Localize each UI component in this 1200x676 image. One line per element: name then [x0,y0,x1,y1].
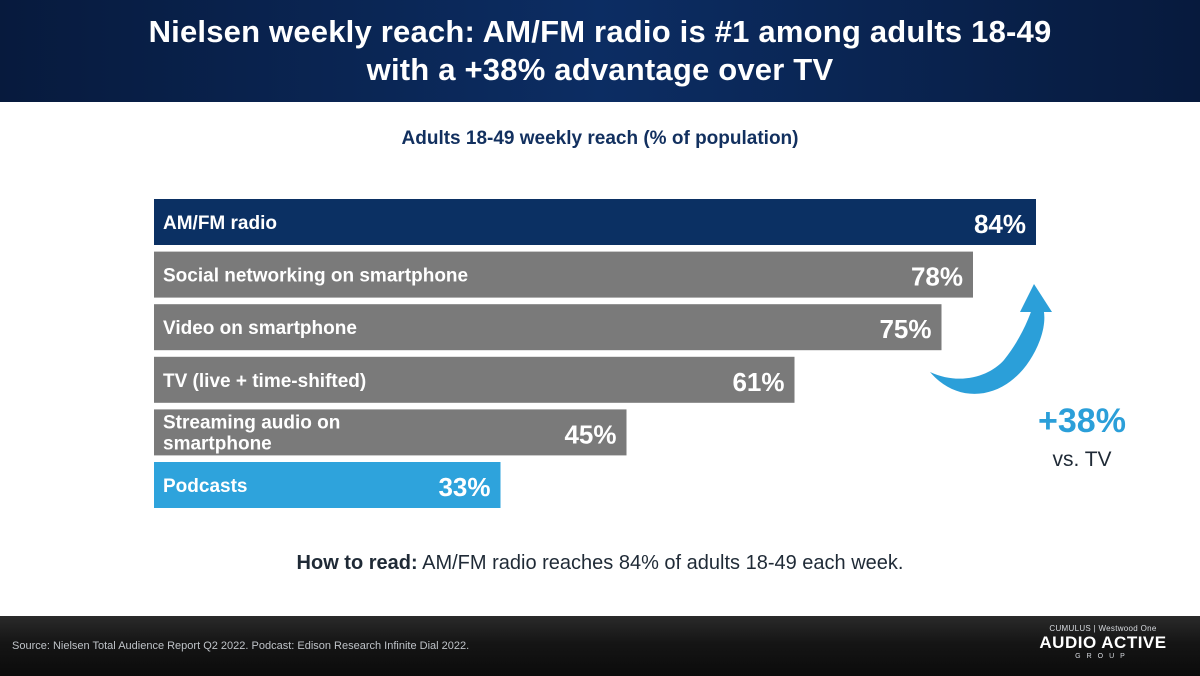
bar-video-on-smartphone [154,304,942,351]
bar-value-tv-live-time-shifted: 61% [732,367,784,397]
curved-arrow-icon [930,296,1045,394]
bar-value-am-fm-radio: 84% [974,209,1026,239]
logo-big-text: AUDIO ACTIVE [1039,633,1167,652]
header-banner: Nielsen weekly reach: AM/FM radio is #1 … [0,0,1200,102]
how-to-read: How to read: AM/FM radio reaches 84% of … [0,552,1200,575]
chart-title: Adults 18-49 weekly reach (% of populati… [401,128,799,149]
bar-label-podcasts: Podcasts [163,476,247,497]
gain-annotation: +38% vs. TV [930,284,1126,471]
bar-podcasts [154,462,501,508]
gain-value: +38% [1038,402,1126,440]
gain-label: vs. TV [1052,448,1111,471]
logo-group-text: GROUP [1075,653,1131,660]
bar-value-video-on-smartphone: 75% [879,314,931,344]
bar-label-video-on-smartphone: Video on smartphone [163,318,357,339]
bar-value-social-networking-on-smartphone: 78% [911,262,963,292]
bar-label-social-networking-on-smartphone: Social networking on smartphone [163,266,468,287]
arrow-head-icon [1020,284,1052,312]
logo-small-text: CUMULUS | Westwood One [1049,624,1157,633]
how-to-read-text: AM/FM radio reaches 84% of adults 18-49 … [417,552,904,574]
how-to-read-prefix: How to read: [296,552,418,574]
source-note: Source: Nielsen Total Audience Report Q2… [12,640,470,652]
bar-label-tv-live-time-shifted: TV (live + time-shifted) [163,371,366,392]
page-title-line-1: Nielsen weekly reach: AM/FM radio is #1 … [148,14,1052,49]
brand-logo: CUMULUS | Westwood One AUDIO ACTIVE GROU… [1028,624,1178,660]
bar-streaming-audio-on-smartphone [154,409,627,456]
bar-label-am-fm-radio: AM/FM radio [163,213,277,234]
bar-tv-live-time-shifted [154,356,795,403]
footer: Source: Nielsen Total Audience Report Q2… [0,616,1200,676]
bar-label-streaming-audio-on-smartphone: Streaming audio on smartphone [163,412,340,454]
bar-am-fm-radio [154,199,1036,245]
bar-value-streaming-audio-on-smartphone: 45% [564,419,616,449]
page-title-line-2: with a +38% advantage over TV [366,52,834,87]
bar-value-podcasts: 33% [438,472,490,502]
bar-social-networking-on-smartphone [154,251,973,298]
